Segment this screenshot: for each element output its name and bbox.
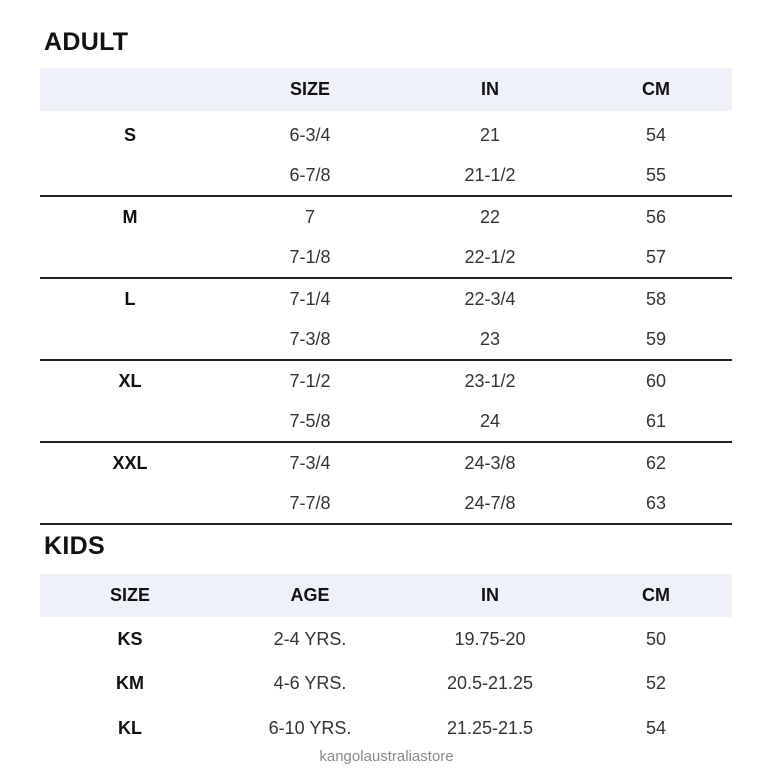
- inches-cell: 22-1/2: [464, 246, 516, 267]
- kids-size-table: SIZE AGE IN CM KS 2-4 YRS. 19.75-20 50 KM 4-6…: [40, 574, 732, 751]
- inches-cell: 24-3/8: [464, 452, 516, 473]
- age-cell: 6-10 YRS.: [268, 717, 352, 738]
- hat-size-cell: 7-1/2: [289, 370, 331, 391]
- table-row: 7-1/8 22-1/2 57: [40, 237, 732, 277]
- cm-cell: 59: [645, 328, 667, 349]
- size-group: XXL 7-3/4 24-3/8 62 7-7/8 24-7/8 63: [40, 443, 732, 525]
- header-cell-in: IN: [481, 79, 499, 99]
- size-group: S 6-3/4 21 54 6-7/8 21-1/2 55: [40, 115, 732, 197]
- cm-cell: 63: [645, 492, 667, 513]
- size-label-cell: XL: [118, 370, 142, 391]
- header-cell-cm: CM: [642, 585, 670, 605]
- table-row: 6-7/8 21-1/2 55: [40, 155, 732, 195]
- cm-cell: 61: [645, 410, 667, 431]
- size-label-cell: KL: [118, 717, 142, 738]
- table-row: KS 2-4 YRS. 19.75-20 50: [40, 617, 732, 662]
- header-cell-cm: CM: [642, 79, 670, 99]
- hat-size-cell: 7-1/4: [289, 288, 331, 309]
- cm-cell: 54: [645, 124, 667, 145]
- size-label-cell: XXL: [112, 452, 148, 473]
- size-label-cell: M: [122, 206, 138, 227]
- size-label-cell: S: [123, 124, 136, 145]
- hat-size-cell: 6-7/8: [289, 164, 331, 185]
- table-row: S 6-3/4 21 54: [40, 115, 732, 155]
- inches-cell: 24: [479, 410, 501, 431]
- header-cell-size: SIZE: [289, 79, 330, 99]
- hat-size-cell: 7: [304, 206, 315, 227]
- size-group: XL 7-1/2 23-1/2 60 7-5/8 24 61: [40, 361, 732, 443]
- header-cell-age: AGE: [290, 585, 330, 605]
- kids-table-header: SIZE AGE IN CM: [40, 574, 732, 617]
- hat-size-cell: 7-5/8: [289, 410, 331, 431]
- table-row: XXL 7-3/4 24-3/8 62: [40, 443, 732, 483]
- inches-cell: 23: [479, 328, 501, 349]
- inches-cell: 21: [479, 124, 501, 145]
- inches-cell: 21.25-21.5: [446, 717, 534, 738]
- kids-title: KIDS: [44, 532, 105, 560]
- watermark: kangolaustraliastore: [319, 748, 454, 765]
- adult-table-header: SIZE IN CM: [40, 68, 732, 111]
- size-group: L 7-1/4 22-3/4 58 7-3/8 23 59: [40, 279, 732, 361]
- age-cell: 4-6 YRS.: [273, 673, 347, 694]
- table-row: 7-5/8 24 61: [40, 401, 732, 441]
- hat-size-cell: 7-1/8: [289, 246, 331, 267]
- age-cell: 2-4 YRS.: [273, 628, 347, 649]
- cm-cell: 58: [645, 288, 667, 309]
- cm-cell: 60: [645, 370, 667, 391]
- hat-size-cell: 7-3/4: [289, 452, 331, 473]
- table-row: M 7 22 56: [40, 197, 732, 237]
- table-row: L 7-1/4 22-3/4 58: [40, 279, 732, 319]
- table-row: 7-3/8 23 59: [40, 319, 732, 359]
- hat-size-cell: 6-3/4: [289, 124, 331, 145]
- table-row: XL 7-1/2 23-1/2 60: [40, 361, 732, 401]
- hat-size-cell: 7-3/8: [289, 328, 331, 349]
- adult-title: ADULT: [44, 28, 129, 56]
- table-row: KM 4-6 YRS. 20.5-21.25 52: [40, 662, 732, 707]
- inches-cell: 22-3/4: [464, 288, 516, 309]
- inches-cell: 24-7/8: [464, 492, 516, 513]
- inches-cell: 20.5-21.25: [446, 673, 534, 694]
- size-label-cell: KS: [117, 628, 143, 649]
- table-row: 7-7/8 24-7/8 63: [40, 483, 732, 523]
- cm-cell: 62: [645, 452, 667, 473]
- size-group: M 7 22 56 7-1/8 22-1/2 57: [40, 197, 732, 279]
- cm-cell: 57: [645, 246, 667, 267]
- header-cell-in: IN: [481, 585, 499, 605]
- adult-size-table: SIZE IN CM S 6-3/4 21 54 6-7/8 21-1/2 55 M 7 22 56…: [40, 68, 732, 525]
- cm-cell: 54: [645, 717, 667, 738]
- size-label-cell: KM: [116, 673, 144, 694]
- cm-cell: 52: [645, 673, 667, 694]
- size-label-cell: L: [124, 288, 136, 309]
- cm-cell: 55: [645, 164, 667, 185]
- hat-size-cell: 7-7/8: [289, 492, 331, 513]
- cm-cell: 50: [645, 628, 667, 649]
- inches-cell: 22: [479, 206, 501, 227]
- inches-cell: 19.75-20: [454, 628, 526, 649]
- cm-cell: 56: [645, 206, 667, 227]
- inches-cell: 23-1/2: [464, 370, 516, 391]
- header-cell-size: SIZE: [109, 585, 150, 605]
- inches-cell: 21-1/2: [464, 164, 516, 185]
- table-row: KL 6-10 YRS. 21.25-21.5 54: [40, 706, 732, 751]
